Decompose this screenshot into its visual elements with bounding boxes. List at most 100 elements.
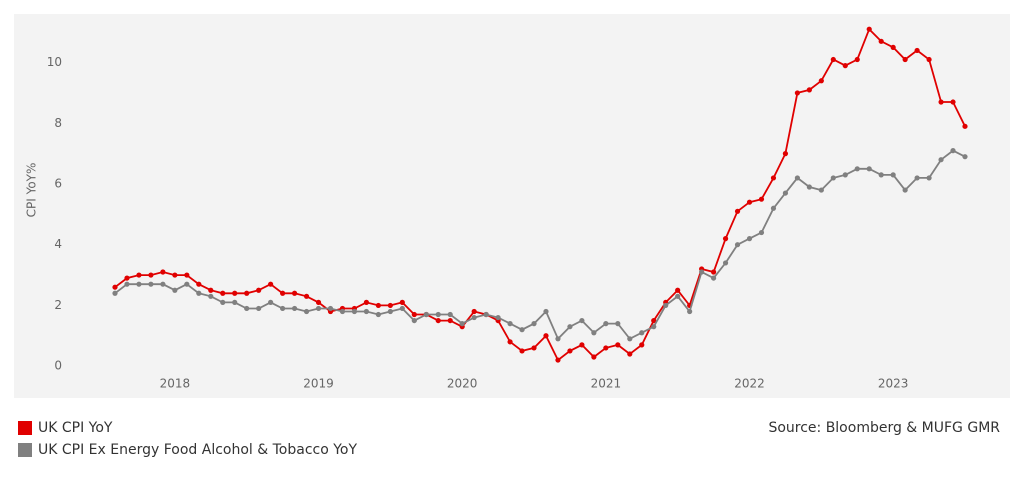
data-point	[363, 299, 370, 305]
data-point	[411, 317, 417, 324]
data-point	[962, 154, 968, 160]
data-point	[806, 184, 812, 190]
data-point	[878, 172, 884, 178]
data-point	[196, 281, 202, 287]
data-point	[315, 299, 322, 305]
data-point	[902, 56, 908, 63]
data-point	[459, 321, 465, 327]
data-point	[746, 199, 753, 205]
data-point	[471, 308, 477, 315]
data-point	[758, 196, 765, 202]
data-point	[950, 99, 956, 105]
legend-label: UK CPI YoY	[38, 420, 113, 436]
data-point	[268, 281, 274, 287]
data-point	[926, 56, 932, 63]
x-tick-label: 2022	[734, 377, 765, 391]
data-point	[447, 311, 453, 318]
data-point	[567, 324, 573, 330]
data-point	[112, 290, 118, 296]
data-point	[435, 317, 441, 324]
data-point	[591, 330, 597, 336]
data-point	[303, 308, 310, 315]
data-point	[794, 175, 800, 181]
data-point	[303, 293, 310, 299]
data-point	[675, 287, 681, 293]
data-point	[842, 172, 848, 178]
data-point	[387, 302, 393, 309]
data-point	[710, 269, 717, 275]
data-point	[280, 290, 286, 296]
data-point	[794, 90, 800, 96]
data-point	[758, 229, 765, 236]
data-point	[136, 272, 142, 278]
data-point	[148, 272, 154, 278]
data-point	[675, 293, 681, 299]
data-point	[615, 321, 621, 327]
data-point	[830, 56, 836, 63]
data-point	[722, 260, 729, 266]
data-point	[639, 330, 645, 336]
data-point	[244, 290, 250, 296]
data-point	[172, 287, 178, 293]
x-tick-label: 2020	[447, 377, 478, 391]
data-point	[878, 38, 884, 44]
data-point	[687, 308, 693, 315]
data-point	[627, 336, 633, 342]
data-point	[770, 205, 777, 211]
data-point	[770, 175, 777, 181]
data-point	[818, 78, 824, 84]
data-point	[710, 275, 717, 281]
source: Source: Bloomberg & MUFG GMR	[768, 420, 1000, 436]
data-point	[543, 308, 549, 315]
data-point	[866, 26, 872, 32]
y-tick-label: 0	[54, 359, 62, 373]
data-point	[232, 290, 238, 296]
data-point	[950, 148, 956, 154]
data-point	[519, 348, 525, 354]
data-point	[902, 187, 908, 193]
data-point	[244, 305, 250, 312]
data-point	[220, 299, 226, 305]
data-point	[842, 63, 848, 69]
data-point	[507, 321, 513, 327]
data-point	[651, 324, 657, 330]
data-point	[160, 269, 166, 275]
data-point	[160, 281, 166, 287]
data-point	[938, 99, 944, 105]
data-point	[411, 311, 417, 318]
y-tick-label: 10	[47, 55, 62, 69]
data-point	[866, 166, 872, 172]
data-point	[435, 311, 441, 318]
data-point	[639, 342, 645, 348]
data-point	[591, 354, 597, 360]
data-point	[854, 56, 860, 63]
x-tick-label: 2021	[591, 377, 622, 391]
data-point	[603, 345, 609, 351]
data-point	[627, 351, 633, 357]
plot-background	[14, 14, 1010, 398]
data-point	[483, 311, 489, 318]
data-point	[184, 272, 190, 278]
data-point	[543, 333, 549, 339]
data-point	[531, 345, 537, 351]
data-point	[375, 302, 381, 309]
data-point	[962, 123, 968, 129]
data-point	[291, 305, 298, 312]
data-point	[399, 305, 405, 312]
data-point	[890, 172, 896, 178]
data-point	[256, 305, 262, 312]
data-point	[495, 314, 501, 321]
data-point	[291, 290, 298, 296]
data-point	[351, 308, 358, 315]
data-point	[232, 299, 238, 305]
data-point	[208, 293, 214, 299]
data-point	[124, 281, 130, 287]
data-point	[567, 348, 573, 354]
data-point	[471, 314, 477, 321]
data-point	[387, 308, 393, 315]
data-point	[555, 336, 561, 342]
data-point	[339, 308, 346, 315]
data-point	[722, 236, 729, 242]
data-point	[555, 357, 561, 363]
